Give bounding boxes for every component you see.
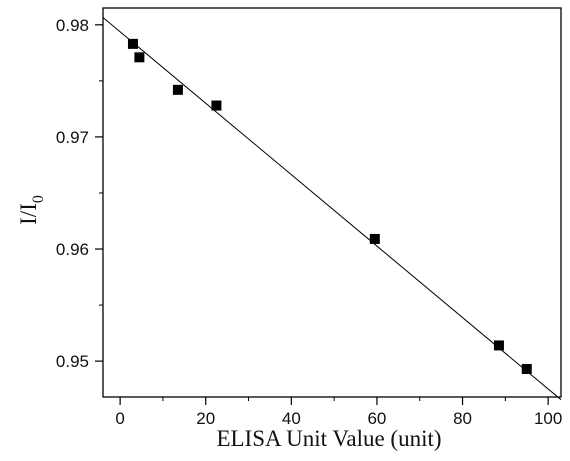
y-axis-title: I/I0 [16,195,47,225]
x-tick-label: 100 [534,409,562,428]
data-points [127,38,532,374]
data-point [127,38,138,49]
x-axis-title: ELISA Unit Value (unit) [216,426,441,451]
x-tick-label: 0 [115,409,124,428]
fit-line [102,17,562,401]
y-tick-label: 0.95 [56,352,89,371]
data-point [211,100,222,111]
y-axis-title-main: I/I [16,203,41,225]
y-tick-label: 0.97 [56,128,89,147]
x-tick-label: 20 [196,409,215,428]
y-tick-label: 0.98 [56,16,89,35]
y-tick-label: 0.96 [56,240,89,259]
fit-line-group [102,17,562,401]
y-axis-ticks: 0.95 0.96 0.97 0.98 [56,16,103,371]
y-axis-title-subscript: 0 [30,195,47,203]
x-tick-label: 60 [367,409,386,428]
data-point [134,52,145,63]
data-point [172,84,183,95]
data-point [493,340,504,351]
x-tick-label: 80 [453,409,472,428]
data-point [521,363,532,374]
x-axis-ticks: 0 20 40 60 80 100 [115,397,562,428]
x-tick-label: 40 [282,409,301,428]
data-point [369,233,380,244]
plot-frame [102,7,562,398]
